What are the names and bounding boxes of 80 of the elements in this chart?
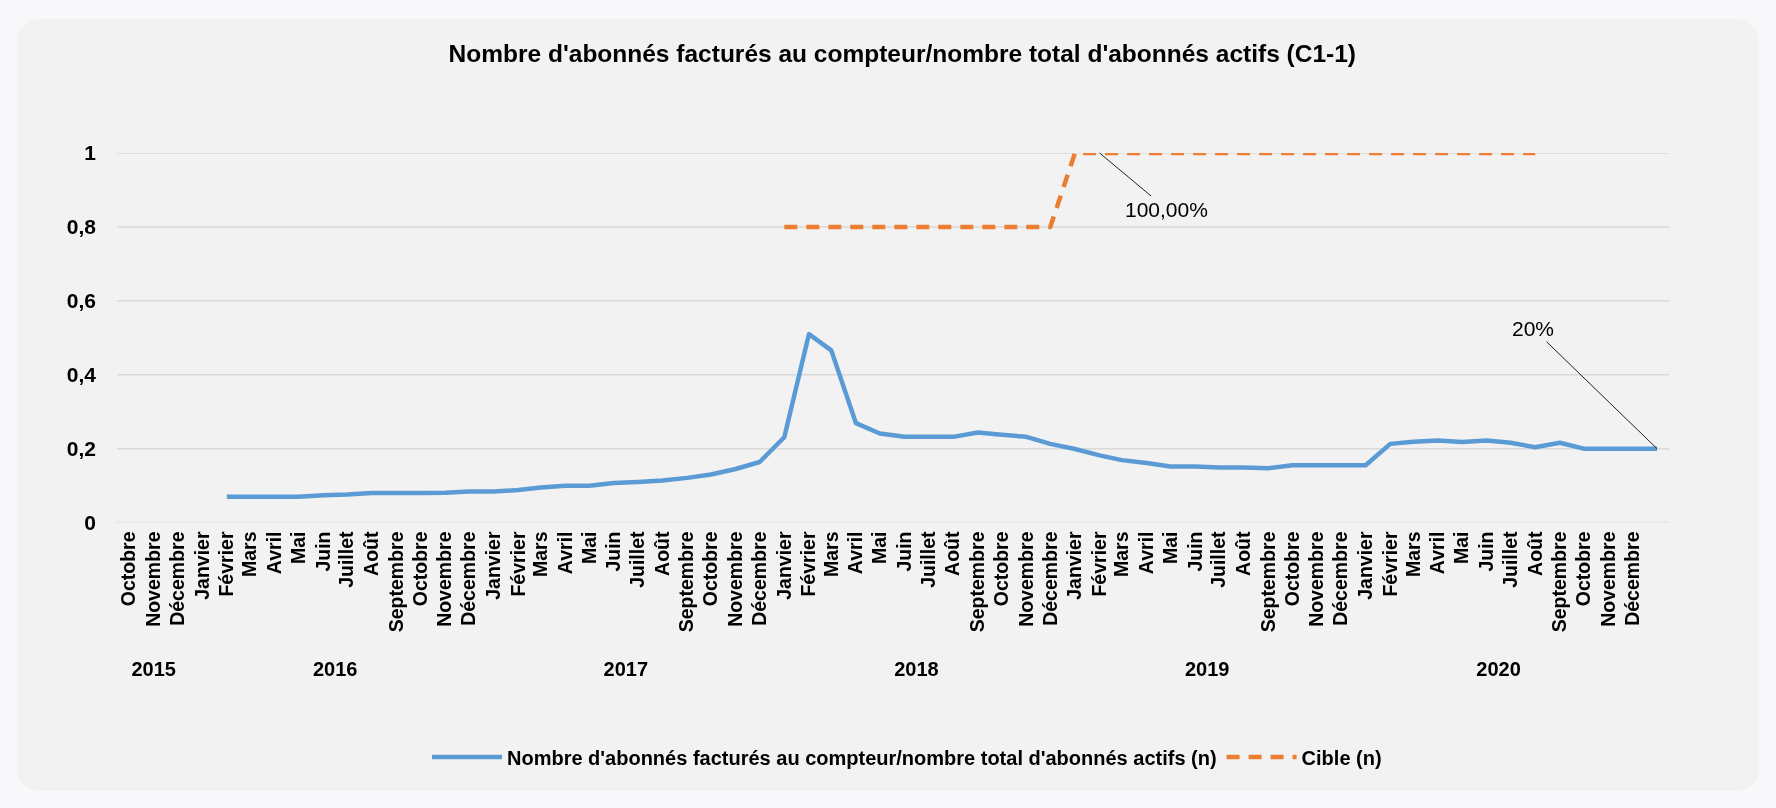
x-tick-label: Octobre: [699, 531, 722, 607]
x-tick-label: Octobre: [1572, 531, 1595, 607]
x-tick-label: Avril: [263, 531, 286, 575]
x-tick-label: Novembre: [141, 531, 164, 627]
x-tick-label: Décembre: [1329, 531, 1352, 626]
x-tick-label: Juin: [602, 531, 625, 572]
x-tick-label: Juillet: [335, 531, 358, 588]
x-tick-label: Février: [1378, 531, 1401, 597]
x-tick-label: Mai: [1158, 531, 1181, 565]
x-tick-label: Octobre: [990, 531, 1013, 607]
x-tick-label: Novembre: [1305, 531, 1328, 627]
x-tick-label: Février: [506, 531, 529, 597]
x-tick-label: Août: [1523, 531, 1546, 576]
y-tick-label: 0: [84, 510, 96, 534]
x-tick-label: Juin: [1474, 531, 1497, 572]
x-tick-label: Janvier: [190, 531, 213, 600]
legend-label: Cible (n): [1301, 746, 1382, 769]
y-tick-label: 0,6: [66, 289, 96, 313]
legend-label: Nombre d'abonnés facturés au compteur/nombre total d'abonnés actifs (n): [507, 746, 1217, 769]
y-tick-label: 0,2: [66, 437, 96, 461]
x-tick-label: Novembre: [433, 531, 456, 627]
x-tick-label: Février: [215, 531, 238, 597]
x-tick-label: Septembre: [675, 531, 698, 633]
x-tick-label: Février: [797, 531, 820, 597]
x-tick-label: Mars: [1110, 531, 1133, 578]
annotation: 100,00%: [1125, 198, 1208, 221]
x-tick-label: Novembre: [1014, 531, 1037, 627]
x2-tick-label: 2016: [312, 657, 358, 680]
y-tick-label: 0,8: [66, 215, 97, 239]
x2-tick-label: 2015: [131, 657, 176, 680]
x-tick-label: Avril: [1134, 531, 1157, 575]
x-tick-label: Mars: [819, 531, 842, 578]
x-tick-label: Janvier: [1353, 531, 1376, 600]
x-tick-label: Décembre: [1038, 531, 1061, 626]
x-tick-label: Août: [941, 531, 964, 576]
x2-tick-label: 2018: [894, 657, 939, 680]
y-tick-label: 0,4: [66, 363, 97, 387]
x-tick-label: Octobre: [117, 531, 140, 607]
x-tick-label: Janvier: [772, 531, 795, 600]
x-tick-label: Avril: [1426, 531, 1449, 575]
x-tick-label: Avril: [553, 531, 576, 575]
x-tick-label: Janvier: [481, 531, 504, 600]
x-tick-label: Juillet: [1207, 531, 1230, 588]
x2-tick-label: 2017: [603, 657, 649, 680]
x2-tick-label: 2020: [1476, 657, 1521, 680]
x-tick-label: Décembre: [165, 531, 188, 626]
x-tick-label: Octobre: [1280, 531, 1303, 607]
x-tick-label: Septembre: [384, 531, 407, 633]
x-tick-label: Juillet: [916, 531, 939, 588]
x-tick-label: Mai: [577, 531, 600, 565]
x-tick-label: Mai: [1450, 531, 1473, 565]
x-tick-label: Décembre: [457, 531, 480, 626]
x-tick-label: Septembre: [1548, 531, 1571, 633]
annotation: 20%: [1512, 317, 1555, 340]
x-tick-label: Août: [360, 531, 383, 576]
x-tick-label: Avril: [844, 531, 867, 575]
x-tick-label: Février: [1087, 531, 1110, 597]
x2-tick-label: 2019: [1184, 657, 1230, 680]
x-tick-label: Décembre: [1620, 531, 1643, 626]
x-tick-label: Janvier: [1063, 531, 1086, 600]
x-tick-label: Novembre: [724, 531, 747, 627]
x-tick-label: Juillet: [1498, 531, 1521, 588]
y-tick-label: 1: [84, 141, 97, 165]
x-tick-label: Mai: [868, 531, 891, 565]
chart-title: Nombre d'abonnés facturés au compteur/nombre total d'abonnés actifs (C1-1): [448, 39, 1357, 67]
x-tick-label: Mars: [238, 531, 261, 578]
x-tick-label: Juillet: [626, 531, 649, 588]
x-tick-label: Septembre: [966, 531, 989, 633]
x-tick-label: Décembre: [747, 531, 770, 626]
x-tick-label: Mars: [1401, 531, 1424, 578]
x-tick-label: Juin: [311, 531, 334, 572]
x-tick-label: Juin: [1183, 531, 1206, 572]
x-tick-label: Mars: [528, 531, 551, 578]
x-tick-label: Mai: [286, 531, 309, 565]
x-tick-label: Juin: [892, 531, 915, 572]
x-tick-label: Août: [1232, 531, 1255, 576]
x-tick-label: Novembre: [1596, 531, 1619, 627]
x-tick-label: Août: [650, 531, 673, 576]
x-tick-label: Septembre: [1256, 531, 1279, 633]
x-tick-label: Octobre: [408, 531, 431, 607]
